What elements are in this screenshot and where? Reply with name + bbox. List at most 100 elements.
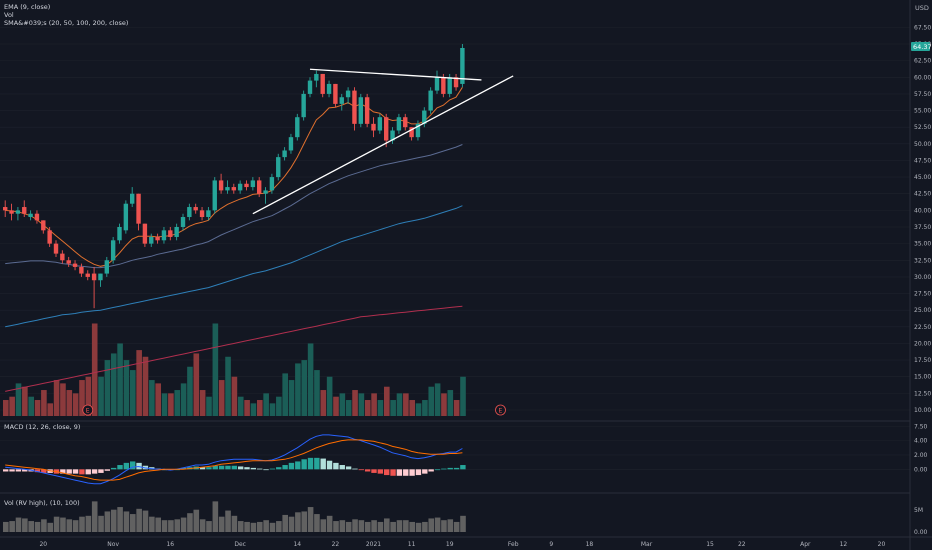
rvol-bar <box>377 521 384 532</box>
volume-bar <box>333 396 339 416</box>
candle-body <box>91 273 97 281</box>
volume-bar <box>85 376 92 416</box>
rvol-bar <box>206 521 212 532</box>
rvol-bar <box>276 521 282 532</box>
candle <box>53 240 59 257</box>
sma-legend[interactable]: SMA&#039;s (20, 50, 100, 200, close) <box>4 19 128 27</box>
volume-bar <box>409 400 415 416</box>
volume-bar <box>15 383 22 416</box>
rvol-bar <box>91 501 98 532</box>
macd-histogram-bar <box>110 467 117 470</box>
price-tick-label: 60.00 <box>914 74 931 81</box>
macd-histogram-bar <box>79 469 85 475</box>
price-tick-label: 27.50 <box>914 291 931 298</box>
rvol-bar <box>314 514 320 532</box>
candle <box>263 187 268 204</box>
macd-histogram-bar <box>9 469 15 472</box>
candle <box>142 223 148 247</box>
macd-histogram-bar <box>453 467 460 470</box>
earnings-marker-label: E <box>499 407 503 414</box>
macd-histogram-bar <box>371 469 377 473</box>
volume-bar <box>53 380 60 416</box>
rvol-bar <box>460 515 466 532</box>
candle-body <box>218 180 224 191</box>
volume-bar <box>453 400 460 416</box>
rvol-tick-label: 5M <box>914 507 923 514</box>
rvol-bar <box>142 510 149 532</box>
candle-body <box>333 83 338 104</box>
macd-histogram-bar <box>237 466 244 470</box>
rvol-bar <box>98 515 104 532</box>
candle-body <box>250 180 256 188</box>
rvol-bar <box>263 520 269 532</box>
volume-bar <box>314 370 320 416</box>
rvol-bar <box>295 512 301 532</box>
candle-body <box>66 260 71 264</box>
candle <box>98 273 103 287</box>
candle-body <box>295 117 300 138</box>
macd-histogram-bar <box>326 460 333 470</box>
time-tick-label: 19 <box>446 541 454 548</box>
rvol-bar <box>345 521 352 532</box>
time-tick-label: 2021 <box>366 541 381 548</box>
volume-bar <box>295 363 301 416</box>
rvol-bar <box>199 519 206 532</box>
candle <box>250 177 256 191</box>
rvol-bar <box>218 516 225 532</box>
candle <box>60 250 65 264</box>
candle-body <box>47 230 52 244</box>
time-tick-label: 16 <box>166 541 174 548</box>
candle-body <box>415 123 421 138</box>
volume-bar <box>282 373 288 416</box>
volume-bar <box>263 393 269 416</box>
rvol-bar <box>390 521 396 532</box>
rvol-bar <box>441 520 447 532</box>
candle-body <box>282 150 287 158</box>
time-tick-label: 20 <box>39 541 47 548</box>
earnings-marker <box>82 404 94 416</box>
macd-histogram-bar <box>199 467 206 470</box>
volume-bar <box>187 366 193 416</box>
candle-body <box>187 207 192 218</box>
candle <box>193 203 198 214</box>
volume-bar <box>301 360 308 416</box>
time-tick-label: 22 <box>738 541 746 548</box>
candlesticks <box>3 44 465 309</box>
rvol-bar <box>225 510 231 532</box>
rvol-legend[interactable]: Vol (RV high), (10, 100) <box>4 499 80 507</box>
time-tick-label: Apr <box>800 541 811 548</box>
volume-bar <box>168 393 174 416</box>
volume-bar <box>276 396 282 416</box>
candle-body <box>34 213 40 221</box>
macd-tick-label: 2.00 <box>914 452 928 459</box>
ema-legend[interactable]: EMA (9, close) <box>4 3 50 11</box>
volume-bar <box>244 400 250 416</box>
candle <box>47 227 52 247</box>
candle <box>9 203 14 221</box>
volume-bar <box>441 393 447 416</box>
volume-bar <box>9 396 15 416</box>
volume-bar <box>257 400 263 416</box>
price-tick-label: 25.00 <box>914 307 931 314</box>
rvol-bar <box>237 521 244 532</box>
macd-histogram-bar <box>72 469 79 474</box>
macd-legend[interactable]: MACD (12, 26, close, 9) <box>4 423 80 431</box>
vol-legend[interactable]: Vol <box>4 11 14 19</box>
trendlines[interactable] <box>252 68 514 215</box>
candle-body <box>301 93 306 118</box>
volume-bar <box>193 353 200 416</box>
candle-body <box>269 177 275 191</box>
rvol-bar <box>53 516 60 532</box>
macd-histogram-bar <box>206 467 212 470</box>
candle <box>149 233 154 247</box>
candle-body <box>288 137 294 151</box>
price-tick-label: 12.50 <box>914 390 931 397</box>
volume-bar <box>447 390 454 416</box>
volume-bar <box>79 380 85 416</box>
candle-body <box>384 117 389 141</box>
candle <box>85 270 90 281</box>
candle-body <box>212 180 217 211</box>
candle-body <box>231 187 236 191</box>
